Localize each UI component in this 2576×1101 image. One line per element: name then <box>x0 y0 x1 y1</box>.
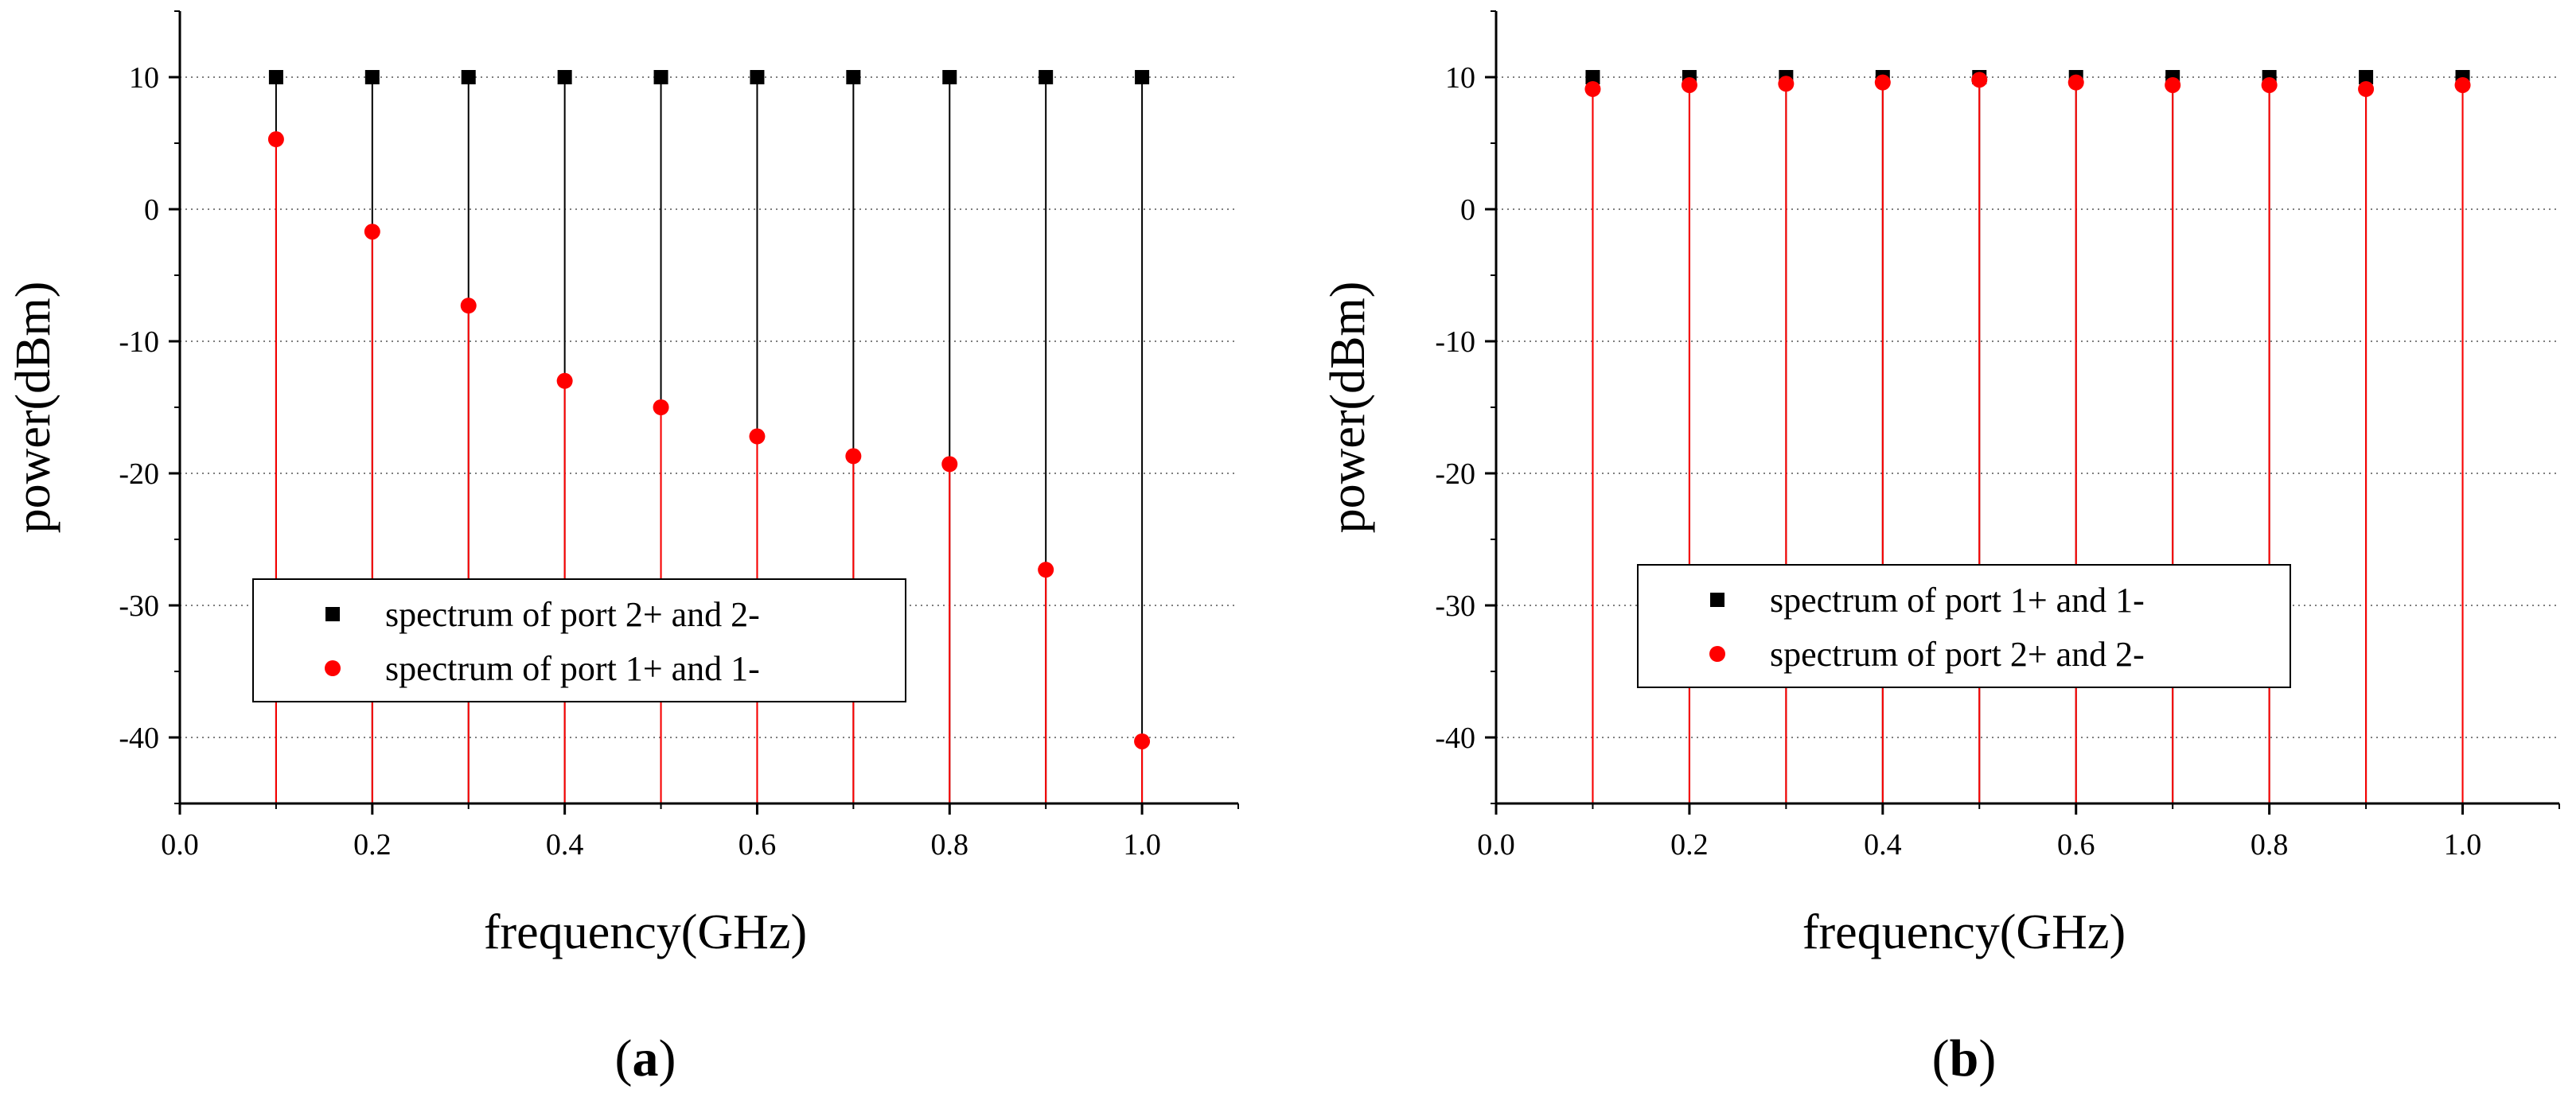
legend-entry-label: spectrum of port 1+ and 1- <box>385 649 760 688</box>
panel-letter: a <box>633 1029 659 1087</box>
data-point-square <box>846 70 861 84</box>
data-point-circle <box>2454 76 2471 93</box>
data-point-circle <box>749 428 766 445</box>
y-tick-label: -10 <box>119 325 159 359</box>
y-tick-label: -40 <box>119 722 159 755</box>
y-tick-label: 10 <box>129 61 159 95</box>
legend-marker-circle <box>1709 646 1725 662</box>
legend-box <box>1637 564 2291 688</box>
x-tick-label: 0.2 <box>353 828 392 862</box>
legend: spectrum of port 1+ and 1- spectrum of po… <box>1637 564 2291 688</box>
data-point-square <box>750 70 765 84</box>
y-tick-label: -20 <box>1435 457 1475 491</box>
data-point-circle <box>1584 80 1601 97</box>
data-point-square <box>1135 70 1150 84</box>
data-point-circle <box>2067 74 2084 91</box>
x-tick-label: 1.0 <box>1123 828 1161 862</box>
x-axis-title: frequency(GHz) <box>484 905 807 959</box>
y-tick-label: 0 <box>144 193 159 227</box>
x-tick-label: 0.6 <box>2057 828 2095 862</box>
data-point-circle <box>2165 76 2181 93</box>
legend-marker-square <box>1710 593 1724 607</box>
x-tick-label: 0.8 <box>2251 828 2289 862</box>
data-point-circle <box>2358 80 2375 97</box>
panel-letter: b <box>1950 1029 1979 1087</box>
panel-label: (a) <box>615 1029 676 1087</box>
data-point-square <box>461 70 476 84</box>
legend-entry-label: spectrum of port 1+ and 1- <box>1770 581 2145 620</box>
y-tick-label: -40 <box>1435 722 1475 755</box>
data-point-square <box>1039 70 1054 84</box>
x-axis-title: frequency(GHz) <box>1802 905 2126 959</box>
y-axis-title: power(dBm) <box>1321 282 1375 534</box>
y-axis-title: power(dBm) <box>6 282 60 534</box>
x-tick-label: 0.0 <box>161 828 199 862</box>
y-tick-label: 0 <box>1460 193 1475 227</box>
legend-marker-square <box>325 607 340 621</box>
data-point-square <box>653 70 668 84</box>
data-point-square <box>364 70 380 84</box>
chart-panel-b: 10 0 -10 -20 -30 -40 0.0 0.2 0.4 0.6 0.8 1.0 spectru… <box>1321 10 2560 1087</box>
data-point-circle <box>941 456 958 473</box>
y-tick-label: -30 <box>1435 589 1475 623</box>
data-point-circle <box>1681 76 1697 93</box>
x-tick-label: 0.4 <box>546 828 584 862</box>
data-point-circle <box>1134 733 1151 749</box>
x-tick-label: 0.4 <box>1864 828 1902 862</box>
x-tick-label: 0.0 <box>1477 828 1515 862</box>
y-tick-label: 10 <box>1445 61 1475 95</box>
panel-label: (b) <box>1932 1029 1997 1087</box>
data-point-circle <box>653 399 669 415</box>
x-tick-label: 0.8 <box>931 828 969 862</box>
data-point-circle <box>364 224 380 240</box>
data-point-square <box>2359 70 2374 84</box>
data-point-circle <box>460 298 477 314</box>
legend-box <box>252 578 906 702</box>
legend-marker-circle <box>325 660 341 676</box>
data-point-square <box>1585 70 1600 84</box>
data-point-circle <box>1778 76 1795 92</box>
data-point-square <box>268 70 283 84</box>
x-tick-label: 1.0 <box>2444 828 2482 862</box>
data-point-square <box>557 70 572 84</box>
data-point-circle <box>1874 74 1891 91</box>
chart-panel-a: 10 0 -10 -20 -30 -40 0.0 0.2 0.4 0.6 0.8 1.0 spectru… <box>6 10 1239 1087</box>
data-point-circle <box>1971 72 1988 88</box>
y-tick-label: -20 <box>119 457 159 491</box>
data-point-circle <box>556 372 573 389</box>
data-point-square <box>942 70 957 84</box>
data-point-circle <box>2261 76 2278 93</box>
y-tick-label: -10 <box>1435 325 1475 359</box>
x-tick-label: 0.6 <box>739 828 777 862</box>
x-tick-label: 0.2 <box>1670 828 1709 862</box>
legend-entry-label: spectrum of port 2+ and 2- <box>1770 635 2145 674</box>
legend-entry-label: spectrum of port 2+ and 2- <box>385 595 760 634</box>
legend: spectrum of port 2+ and 2- spectrum of po… <box>252 578 906 702</box>
data-point-circle <box>845 448 862 465</box>
data-point-circle <box>267 131 284 148</box>
data-point-circle <box>1038 562 1054 578</box>
y-tick-label: -30 <box>119 589 159 623</box>
